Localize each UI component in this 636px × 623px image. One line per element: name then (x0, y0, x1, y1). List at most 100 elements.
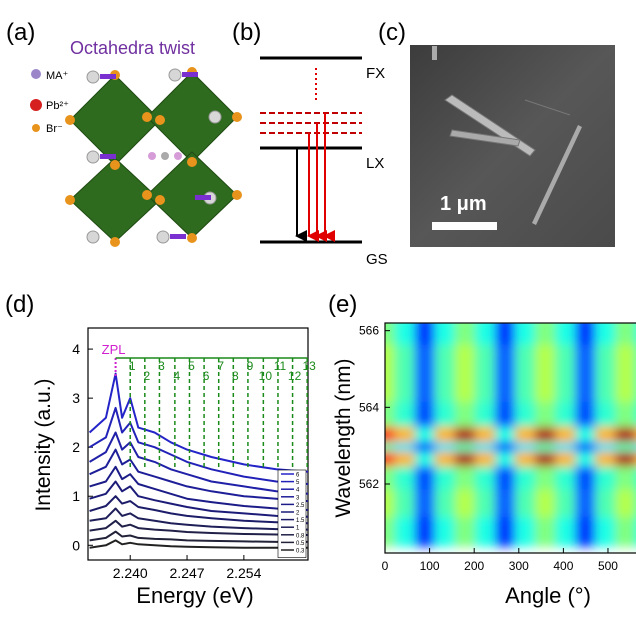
heat-cell (555, 373, 577, 404)
heat-cell (615, 489, 636, 519)
heat-cell (514, 466, 537, 491)
heat-cell (414, 451, 436, 468)
heat-cell (474, 402, 496, 428)
y-tick-label: 0 (72, 537, 80, 553)
heat-cell (494, 402, 516, 428)
legend-label: 0.5 (296, 541, 305, 547)
legend-label: 1.5 (296, 518, 305, 524)
spectrum-line (89, 465, 309, 511)
heat-cell (385, 323, 396, 346)
y-tick-label: 3 (72, 390, 80, 406)
heat-cell (434, 442, 456, 453)
heat-cell (595, 426, 617, 444)
heat-cell (434, 402, 456, 428)
heat-cell (615, 517, 636, 547)
heat-cell (414, 323, 436, 346)
spectrum-line (89, 431, 309, 495)
panel-label: (a) (6, 19, 35, 46)
heat-cell (434, 451, 456, 468)
replica-label: 7 (217, 359, 224, 373)
heat-cell (514, 323, 537, 346)
x-tick-label: 200 (464, 559, 484, 573)
legend-label: Br⁻ (46, 123, 63, 135)
heat-cell (454, 466, 476, 491)
heat-cell (555, 323, 577, 346)
heat-cell (414, 373, 436, 404)
heat-cell (514, 489, 537, 519)
heat-cell (474, 451, 496, 468)
heat-cell (414, 517, 436, 547)
heat-cell (555, 426, 577, 444)
heat-cell (595, 344, 617, 375)
heat-cell (454, 426, 476, 444)
crystal-illustration (30, 67, 242, 247)
heat-cell (434, 426, 456, 444)
heat-cell (385, 442, 396, 453)
heat-cell (514, 442, 537, 453)
legend-label: 3 (296, 495, 300, 501)
heat-cell (615, 323, 636, 346)
heat-cell (595, 517, 617, 547)
x-tick-label: 100 (420, 559, 440, 573)
replica-label: 8 (232, 369, 239, 383)
replica-label: 3 (158, 359, 165, 373)
heat-cell (385, 344, 396, 375)
spectrum-line (89, 406, 309, 485)
spectrum-line (89, 448, 309, 503)
y-tick-label: 4 (72, 341, 80, 357)
heat-cell (615, 466, 636, 491)
heat-cell (454, 373, 476, 404)
level-label: GS (366, 251, 388, 268)
replica-label: 2 (143, 369, 150, 383)
spectrum-line (89, 495, 309, 525)
heat-cell (535, 426, 557, 444)
heat-cell (514, 402, 537, 428)
heat-cell (494, 373, 516, 404)
spectrum-line (89, 507, 309, 531)
legend-label: Pb²⁺ (46, 100, 69, 112)
heat-cell (575, 466, 597, 491)
legend-label: 0.3 (296, 549, 305, 555)
panel-label: (b) (232, 19, 261, 46)
heat-cell (555, 466, 577, 491)
replica-label: 12 (288, 369, 302, 383)
heat-cell (385, 489, 396, 519)
heat-cell (394, 442, 416, 453)
spectrum-line (89, 480, 309, 518)
heat-cell (514, 517, 537, 547)
heat-cell (454, 442, 476, 453)
panel-label: (e) (328, 291, 357, 318)
heat-cell (555, 489, 577, 519)
heat-cell (474, 426, 496, 444)
legend-label: 0.8 (296, 533, 305, 539)
heat-cell (615, 451, 636, 468)
spectrum-line (89, 530, 308, 543)
y-tick-label: 564 (359, 400, 379, 414)
heat-cell (535, 402, 557, 428)
heat-cell (394, 451, 416, 468)
heat-cell (575, 442, 597, 453)
heat-cell (385, 426, 396, 444)
heat-cell (385, 466, 396, 491)
legend-label: 2 (296, 511, 300, 517)
heat-cell (494, 344, 516, 375)
heat-cell (385, 517, 396, 547)
heat-cell (394, 426, 416, 444)
heat-cell (494, 442, 516, 453)
y-axis-title: Intensity (a.u.) (32, 378, 55, 511)
heat-cell (494, 466, 516, 491)
legend-label: 1 (296, 526, 300, 532)
heat-cell (434, 323, 456, 346)
heat-cell (385, 373, 396, 404)
heat-cell (414, 489, 436, 519)
heat-cell (595, 466, 617, 491)
heat-cell (595, 402, 617, 428)
heat-cell (615, 426, 636, 444)
heat-cell (555, 442, 577, 453)
heat-cell (474, 517, 496, 547)
y-tick-label: 2 (72, 439, 80, 455)
heat-cell (535, 323, 557, 346)
heat-cell (615, 402, 636, 428)
legend-label: 2.5 (296, 503, 305, 509)
x-tick-label: 400 (553, 559, 573, 573)
